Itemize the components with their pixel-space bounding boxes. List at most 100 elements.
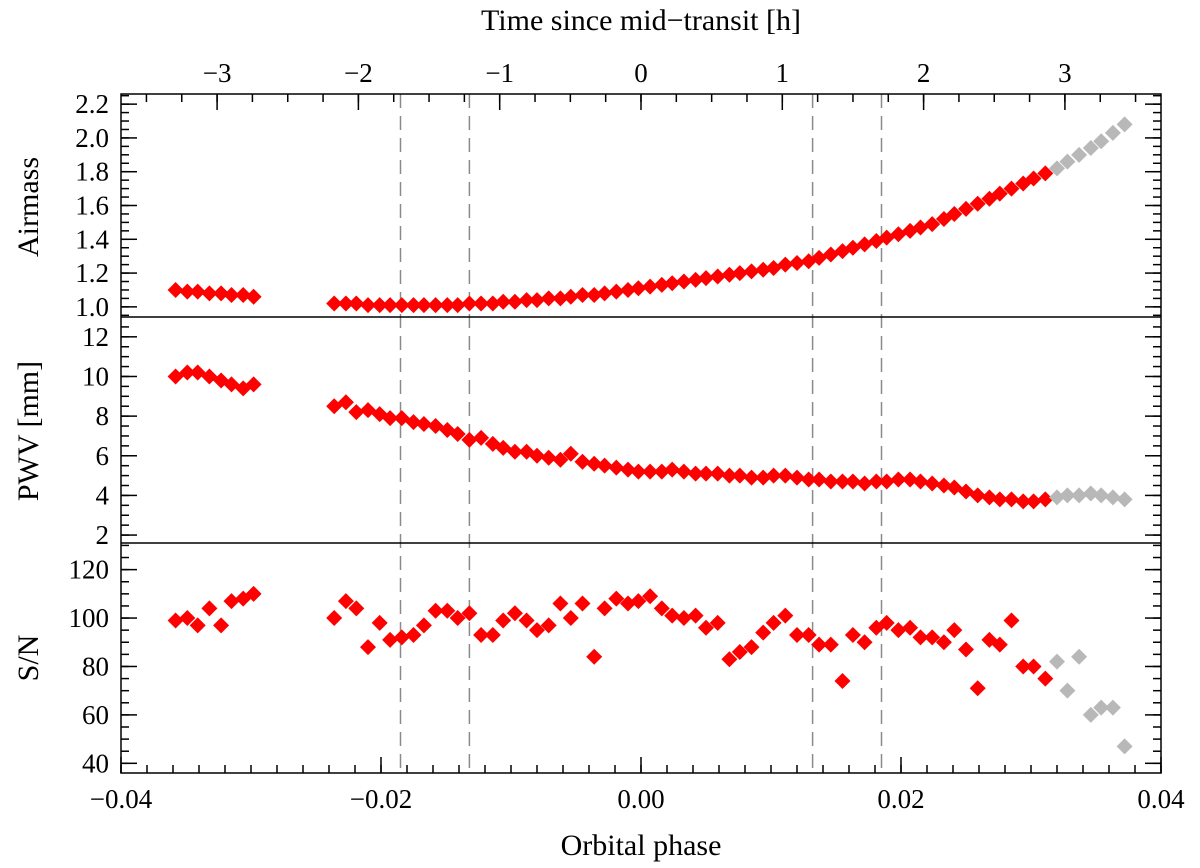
data-point (495, 293, 512, 310)
data-point (235, 287, 252, 304)
data-point (1037, 491, 1054, 508)
data-point (167, 281, 184, 298)
data-point (743, 263, 760, 280)
data-point (382, 631, 399, 648)
data-point (213, 285, 230, 302)
y-tick-label: 1.0 (75, 292, 109, 322)
x-axis-title: Orbital phase (561, 829, 722, 862)
excluded-data-point (1059, 153, 1076, 170)
data-point (405, 414, 422, 431)
data-point (675, 610, 692, 627)
data-point (506, 293, 523, 310)
data-point (337, 394, 354, 411)
data-point (890, 226, 907, 243)
y-tick-label: 1.6 (75, 191, 109, 221)
airmass-axis-title: Airmass (12, 157, 45, 257)
data-point (969, 680, 986, 697)
data-point (473, 295, 490, 312)
data-point (405, 297, 422, 314)
axes: −0.04 −0.02 0.00 0.02 0.04−3 −2 −1 0 1 2 31.01.21.… (69, 58, 1186, 814)
data-point (326, 610, 343, 627)
excluded-data-point (1049, 489, 1065, 506)
data-point (393, 297, 410, 314)
data-point (981, 489, 998, 506)
y-tick-label: 1.8 (75, 157, 109, 187)
data-point (586, 648, 603, 665)
data-point (777, 256, 794, 273)
data-point (709, 465, 726, 482)
data-point (811, 471, 828, 488)
excluded-data-point (1093, 487, 1110, 504)
data-point (630, 463, 647, 480)
data-point (506, 443, 523, 460)
data-point (789, 254, 805, 271)
excluded-data-point (1082, 485, 1099, 502)
excluded-data-point (1071, 487, 1088, 504)
y-tick-label: 100 (69, 603, 110, 633)
data-point (822, 473, 839, 490)
data-point (844, 473, 861, 490)
data-point (731, 265, 748, 282)
excluded-data-point (1071, 146, 1088, 163)
top-tick-label: −3 (203, 58, 232, 88)
data-point (844, 627, 861, 643)
data-point (731, 467, 748, 484)
data-point (777, 607, 794, 624)
data-point (664, 607, 681, 624)
data-point (393, 629, 410, 646)
data-point (506, 605, 523, 622)
data-point (586, 455, 603, 472)
y-tick-label: 2.2 (75, 89, 109, 119)
data-point (201, 285, 218, 302)
data-point (935, 477, 952, 494)
excluded-data-point (1059, 487, 1076, 504)
data-point (800, 471, 817, 488)
data-point (461, 295, 478, 312)
data-point (698, 465, 714, 482)
data-point (213, 617, 230, 634)
y-tick-label: 2 (96, 520, 110, 550)
data-point (890, 622, 907, 639)
data-point (473, 429, 490, 446)
top-tick-label: −2 (344, 58, 373, 88)
data-point (721, 651, 738, 668)
data-point (822, 636, 839, 653)
excluded-data-point (1093, 699, 1110, 716)
data-point (653, 600, 670, 617)
data-point (529, 447, 545, 464)
data-point (348, 295, 365, 312)
y-tick-label: 8 (96, 401, 110, 431)
data-point (969, 195, 986, 212)
data-point (991, 491, 1008, 508)
y-tick-label: 120 (69, 555, 110, 585)
data-point (529, 292, 545, 309)
data-point (596, 285, 613, 302)
top-tick-label: 0 (634, 58, 648, 88)
data-point (698, 270, 714, 287)
data-point (653, 276, 670, 293)
data-point (1015, 658, 1032, 675)
excluded-data-point (1049, 160, 1065, 177)
data-point (405, 627, 422, 643)
data-point (415, 297, 432, 314)
data-point (902, 619, 919, 636)
top-tick-label: 2 (917, 58, 931, 88)
data-point (844, 239, 861, 256)
excluded-data-point (1116, 738, 1133, 755)
data-point (382, 410, 399, 427)
data-point (189, 617, 206, 634)
data-point (620, 461, 636, 478)
data-point (484, 627, 501, 643)
data-point (415, 416, 432, 433)
data-point (698, 619, 714, 636)
excluded-data-point (1104, 124, 1121, 141)
data-point (540, 449, 557, 466)
data-point (1025, 170, 1042, 187)
data-point (179, 610, 196, 627)
data-point (687, 271, 704, 288)
x-tick-label: −0.02 (350, 784, 412, 814)
data-point (1003, 491, 1020, 508)
data-point (449, 610, 466, 627)
data-point (596, 457, 613, 474)
excluded-data-point (1104, 489, 1121, 506)
